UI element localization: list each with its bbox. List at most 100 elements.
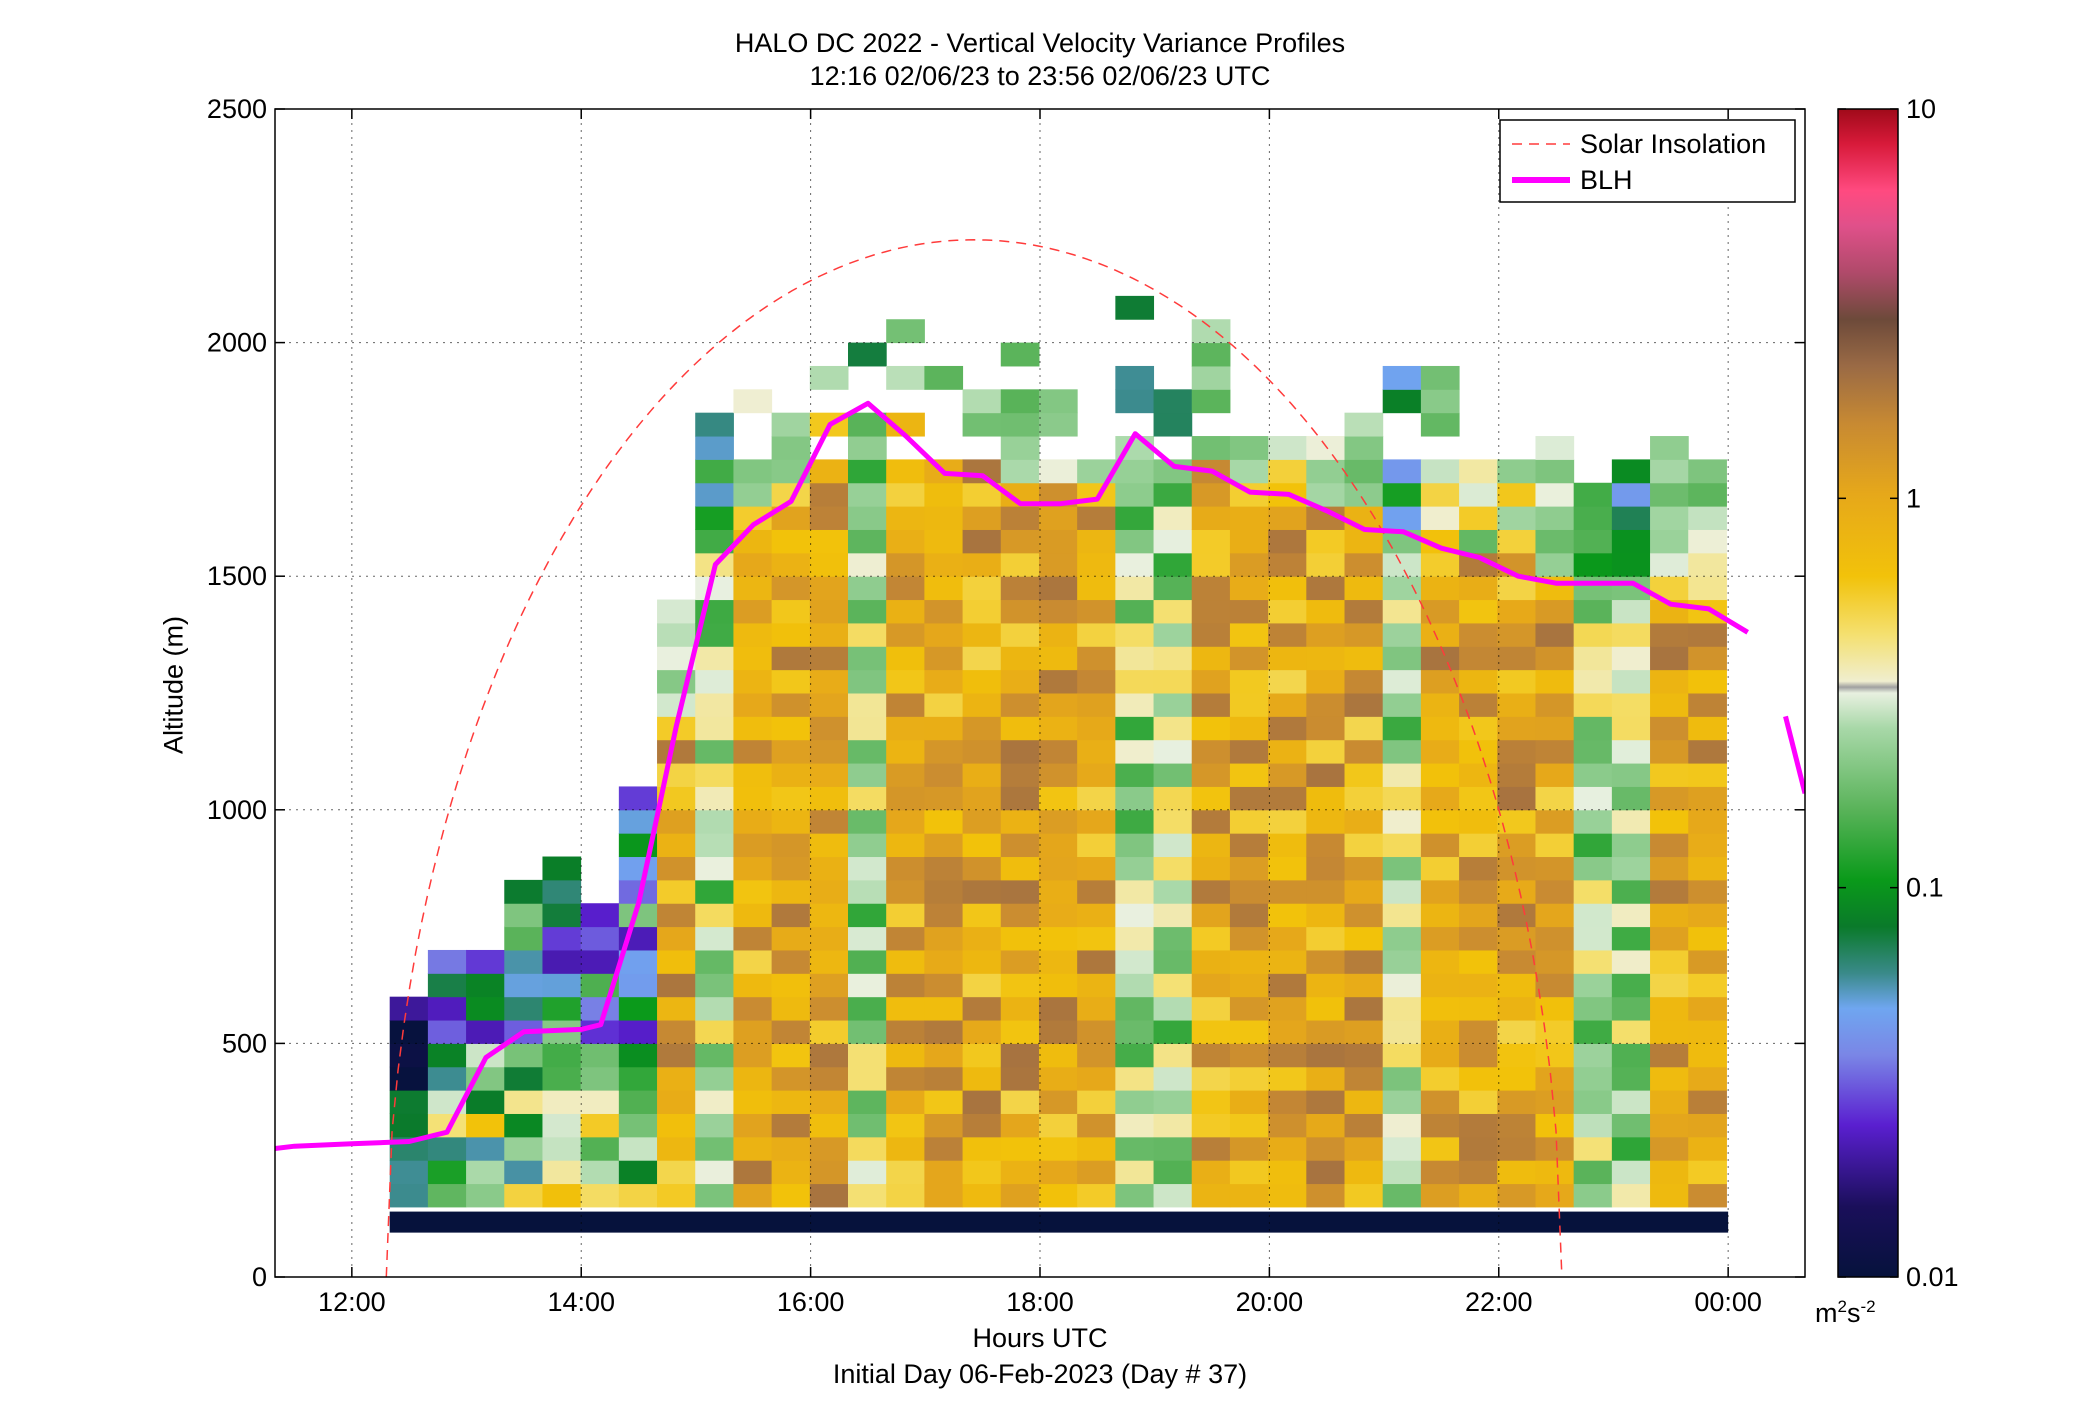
variance-cell xyxy=(771,693,811,717)
variance-cell xyxy=(809,973,849,998)
variance-cell xyxy=(1650,576,1689,601)
colorbar-tick-label: 1 xyxy=(1906,483,1921,513)
variance-cell xyxy=(1000,786,1040,811)
variance-cell xyxy=(1268,669,1307,694)
variance-cell xyxy=(695,529,734,554)
variance-cell xyxy=(1038,1113,1078,1138)
variance-cell xyxy=(962,646,1002,671)
variance-cell xyxy=(1153,669,1193,694)
variance-cell xyxy=(962,693,1002,717)
variance-cell xyxy=(504,1160,543,1185)
variance-cell xyxy=(1573,786,1613,811)
variance-cell xyxy=(1038,669,1078,694)
variance-cell xyxy=(1268,809,1307,834)
variance-cell xyxy=(1268,1043,1307,1068)
variance-cell xyxy=(1038,576,1078,601)
variance-cell xyxy=(657,1066,696,1091)
variance-cell xyxy=(886,1160,925,1185)
variance-cell xyxy=(848,482,887,507)
variance-cell xyxy=(924,1043,964,1068)
variance-cell xyxy=(1268,1183,1307,1208)
variance-cell xyxy=(1153,646,1193,671)
variance-cell xyxy=(771,833,811,858)
variance-cell xyxy=(1115,1160,1155,1185)
variance-cell xyxy=(1497,506,1536,530)
variance-cell xyxy=(848,342,887,367)
variance-cell xyxy=(1497,482,1536,507)
variance-cell xyxy=(1077,739,1116,764)
variance-cell xyxy=(1229,1183,1269,1208)
variance-cell xyxy=(1650,459,1689,484)
variance-cell xyxy=(580,1113,620,1138)
variance-cell xyxy=(1382,693,1422,717)
variance-cell xyxy=(1077,973,1116,998)
variance-cell xyxy=(1115,646,1155,671)
variance-cell xyxy=(1344,622,1384,647)
variance-cell xyxy=(962,856,1002,881)
variance-cell xyxy=(504,903,543,928)
variance-cell xyxy=(1535,529,1575,554)
variance-cell xyxy=(1535,1043,1575,1068)
variance-cell xyxy=(1650,716,1689,741)
variance-cell xyxy=(886,506,925,530)
variance-cell xyxy=(1688,786,1727,811)
variance-cell xyxy=(924,576,964,601)
variance-cell xyxy=(427,1066,467,1091)
variance-cell xyxy=(1688,833,1727,858)
variance-cell xyxy=(962,669,1002,694)
variance-cell xyxy=(657,1090,696,1114)
variance-cell xyxy=(466,1136,505,1161)
variance-cell xyxy=(1000,739,1040,764)
variance-cell xyxy=(1306,576,1346,601)
variance-cell xyxy=(1573,856,1613,881)
variance-cell xyxy=(1650,669,1689,694)
variance-cell xyxy=(1573,1066,1613,1091)
variance-cell xyxy=(1038,389,1078,414)
variance-cell xyxy=(1038,646,1078,671)
variance-cell xyxy=(1000,1113,1040,1138)
variance-cell xyxy=(1459,879,1498,904)
variance-cell xyxy=(962,389,1002,414)
variance-cell xyxy=(771,1113,811,1138)
variance-cell xyxy=(924,786,964,811)
variance-cell xyxy=(1611,716,1651,741)
variance-cell xyxy=(1191,1043,1231,1068)
variance-cell xyxy=(1115,1043,1155,1068)
variance-cell xyxy=(1153,412,1193,437)
variance-cell xyxy=(886,646,925,671)
variance-cell xyxy=(618,1090,658,1114)
variance-cell xyxy=(809,926,849,951)
variance-cell xyxy=(1420,996,1460,1021)
variance-cell xyxy=(1688,622,1727,647)
colorbar-tick-label: 0.1 xyxy=(1906,873,1944,903)
variance-cell xyxy=(848,809,887,834)
variance-cell xyxy=(1229,996,1269,1021)
variance-cell xyxy=(962,716,1002,741)
variance-cell xyxy=(657,1043,696,1068)
variance-cell xyxy=(1268,693,1307,717)
variance-cell xyxy=(1611,599,1651,624)
variance-cell xyxy=(1077,506,1116,530)
variance-cell xyxy=(542,973,582,998)
variance-cell xyxy=(1229,856,1269,881)
variance-cell xyxy=(1573,1020,1613,1044)
variance-cell xyxy=(1306,786,1346,811)
variance-cell xyxy=(1077,1160,1116,1185)
variance-cell xyxy=(733,949,773,974)
variance-cell xyxy=(771,973,811,998)
variance-cell xyxy=(1535,1066,1575,1091)
variance-cell xyxy=(1306,646,1346,671)
variance-cell xyxy=(733,763,773,787)
variance-cell xyxy=(1497,1066,1536,1091)
variance-cell xyxy=(1611,996,1651,1021)
variance-cell xyxy=(1191,809,1231,834)
variance-cell xyxy=(924,669,964,694)
variance-cell xyxy=(1688,1113,1727,1138)
variance-cell xyxy=(1688,482,1727,507)
variance-cell xyxy=(1611,879,1651,904)
variance-cell xyxy=(962,809,1002,834)
variance-cell xyxy=(1268,599,1307,624)
variance-cell xyxy=(962,1066,1002,1091)
variance-cell xyxy=(1191,973,1231,998)
variance-cell xyxy=(504,949,543,974)
